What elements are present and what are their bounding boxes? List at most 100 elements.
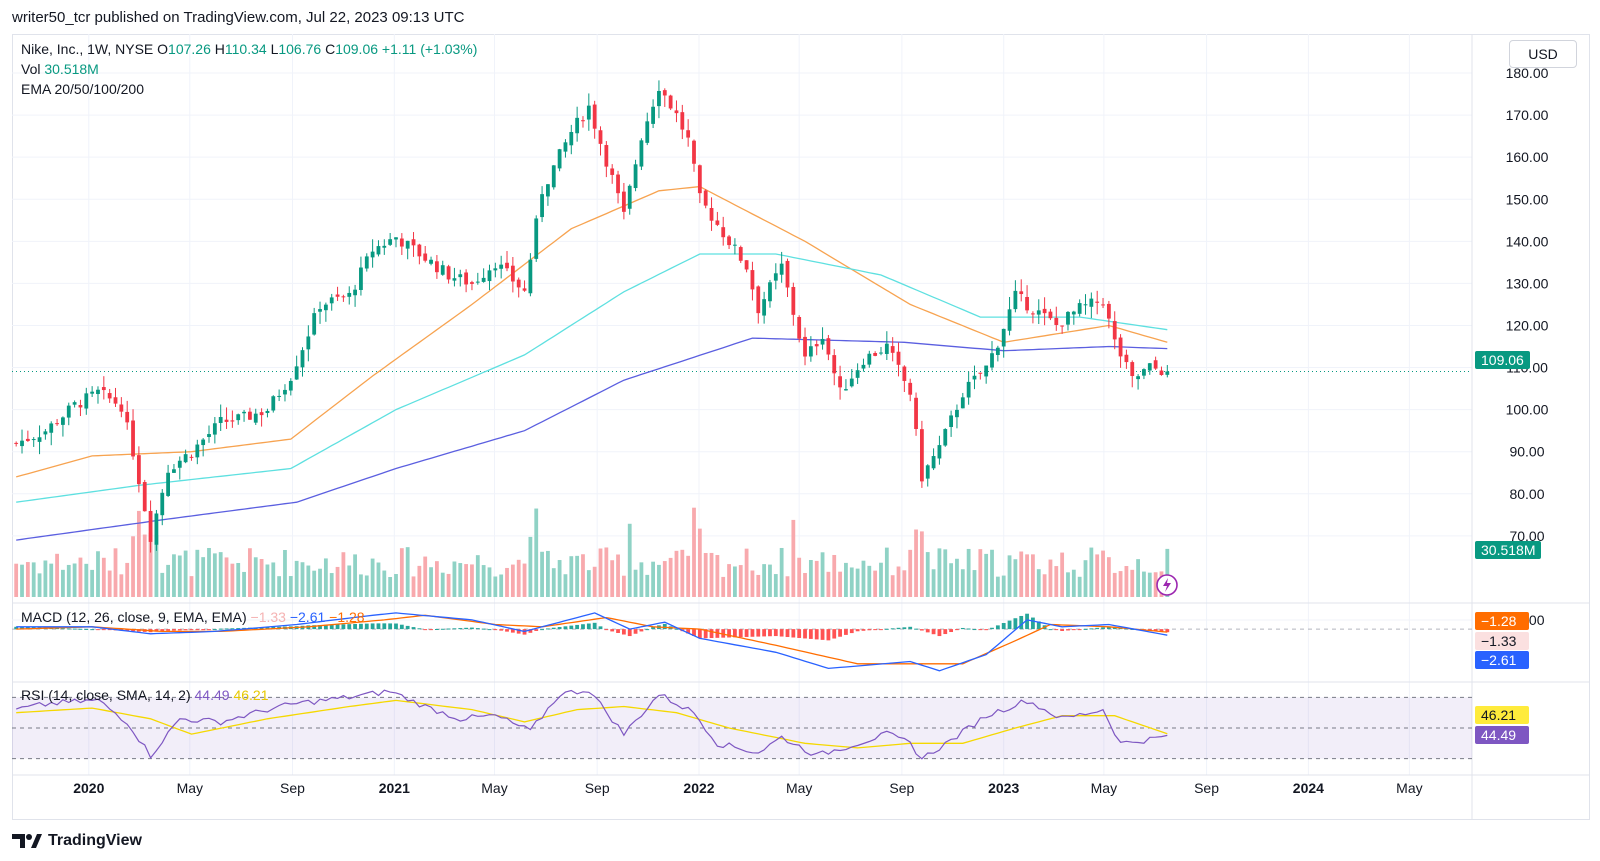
candle-body bbox=[189, 456, 194, 458]
volume-bar bbox=[528, 536, 533, 597]
candle-body bbox=[978, 372, 983, 374]
volume-bar bbox=[522, 563, 527, 597]
macd-histogram-bar bbox=[429, 629, 433, 631]
x-tick-label: Sep bbox=[280, 780, 305, 796]
x-tick-label: Sep bbox=[889, 780, 914, 796]
macd-histogram-bar bbox=[692, 629, 696, 636]
macd-histogram-bar bbox=[470, 627, 474, 630]
macd-histogram-bar bbox=[1165, 629, 1170, 633]
tradingview-logo[interactable]: TradingView bbox=[12, 832, 142, 850]
candle-body bbox=[113, 397, 118, 404]
y-tick-label: 70.00 bbox=[1509, 528, 1544, 544]
volume-bar bbox=[621, 575, 626, 597]
volume-bar bbox=[586, 570, 591, 597]
volume-bar bbox=[423, 556, 428, 597]
macd-histogram-bar bbox=[838, 629, 842, 637]
close-value: 109.06 bbox=[335, 41, 379, 57]
candle-body bbox=[621, 191, 626, 212]
volume-bar bbox=[1036, 569, 1041, 597]
macd-histogram-bar bbox=[1007, 620, 1012, 630]
macd-histogram-bar bbox=[359, 623, 363, 630]
candle-body bbox=[166, 472, 170, 496]
chart-frame[interactable] bbox=[12, 34, 1590, 820]
x-tick-label: May bbox=[1396, 780, 1422, 796]
candle-body bbox=[1060, 325, 1065, 327]
macd-histogram-bar bbox=[376, 623, 381, 630]
candle-body bbox=[131, 420, 135, 457]
macd-histogram-bar bbox=[616, 629, 620, 633]
candle-body bbox=[411, 239, 416, 246]
volume-bar bbox=[131, 536, 135, 597]
macd-histogram-bar bbox=[756, 629, 761, 637]
candle-body bbox=[692, 140, 696, 164]
candle-body bbox=[1101, 304, 1105, 306]
low-value: 106.76 bbox=[278, 41, 322, 57]
candle-body bbox=[14, 442, 19, 444]
macd-histogram-bar bbox=[1036, 621, 1041, 630]
candle-body bbox=[399, 238, 404, 247]
macd-histogram-bar bbox=[201, 629, 206, 631]
volume-bar bbox=[236, 562, 241, 597]
macd-histogram-bar bbox=[510, 629, 515, 633]
candle-body bbox=[1089, 298, 1094, 307]
volume-bar bbox=[838, 571, 842, 597]
tradingview-brand: TradingView bbox=[48, 832, 142, 849]
macd-histogram-bar bbox=[1077, 629, 1082, 631]
volume-bar bbox=[563, 574, 568, 597]
candle-body bbox=[1054, 317, 1059, 326]
candle-body bbox=[756, 286, 761, 314]
macd-signal-value: −1.28 bbox=[329, 609, 365, 625]
macd-line bbox=[16, 612, 1168, 672]
macd-histogram-bar bbox=[645, 629, 650, 631]
published-byline: writer50_tcr published on TradingView.co… bbox=[12, 9, 465, 26]
ema-line bbox=[16, 253, 1168, 503]
macd-histogram-bar bbox=[844, 629, 848, 635]
open-value: 107.26 bbox=[168, 41, 211, 57]
candle-body bbox=[768, 282, 772, 302]
candle-body bbox=[236, 414, 241, 421]
macd-histogram-bar bbox=[417, 628, 422, 630]
candle-body bbox=[657, 90, 661, 107]
volume-bar bbox=[890, 575, 895, 597]
candle-body bbox=[873, 353, 878, 356]
volume-value: 30.518M bbox=[44, 61, 99, 77]
candle-body bbox=[557, 149, 562, 169]
x-tick-label: May bbox=[786, 780, 812, 796]
volume-bar bbox=[172, 554, 176, 597]
candle-body bbox=[715, 220, 720, 225]
y-tick-label: 90.00 bbox=[1509, 444, 1544, 460]
candle-body bbox=[838, 376, 842, 388]
macd-histogram-bar bbox=[797, 629, 802, 638]
currency-button[interactable]: USD bbox=[1509, 40, 1577, 68]
lightning-icon[interactable] bbox=[1155, 573, 1179, 597]
volume-bar bbox=[990, 549, 994, 597]
volume-bar bbox=[657, 564, 661, 597]
volume-bar bbox=[546, 550, 550, 597]
macd-histogram-bar bbox=[452, 628, 457, 630]
candle-body bbox=[972, 375, 977, 380]
candle-body bbox=[686, 130, 691, 138]
candle-body bbox=[919, 429, 924, 482]
volume-legend: Vol 30.518M bbox=[21, 61, 99, 77]
macd-histogram-bar bbox=[697, 629, 702, 639]
volume-bar bbox=[1089, 547, 1094, 597]
volume-bar bbox=[738, 565, 743, 597]
candle-body bbox=[516, 279, 521, 288]
candle-body bbox=[586, 105, 591, 120]
macd-histogram-bar bbox=[738, 629, 743, 638]
macd-histogram-bar bbox=[20, 626, 24, 630]
macd-histogram-bar bbox=[312, 625, 317, 630]
last-price-tag: 109.06 bbox=[1475, 351, 1530, 369]
volume-tag: 30.518M bbox=[1475, 541, 1542, 559]
volume-bar bbox=[212, 553, 217, 597]
macd-histogram-bar bbox=[329, 624, 334, 630]
candle-body bbox=[142, 482, 147, 512]
candle-body bbox=[218, 417, 223, 423]
volume-bar bbox=[253, 557, 258, 597]
macd-histogram-bar bbox=[744, 629, 749, 637]
chart-axes: 180.00 170.00 160.00 150.00 140.00 130.00 120.… bbox=[73, 65, 1548, 796]
rsi-value: 44.49 bbox=[194, 687, 230, 703]
macd-histogram-bar bbox=[686, 629, 691, 634]
macd-histogram-bar bbox=[814, 629, 819, 640]
